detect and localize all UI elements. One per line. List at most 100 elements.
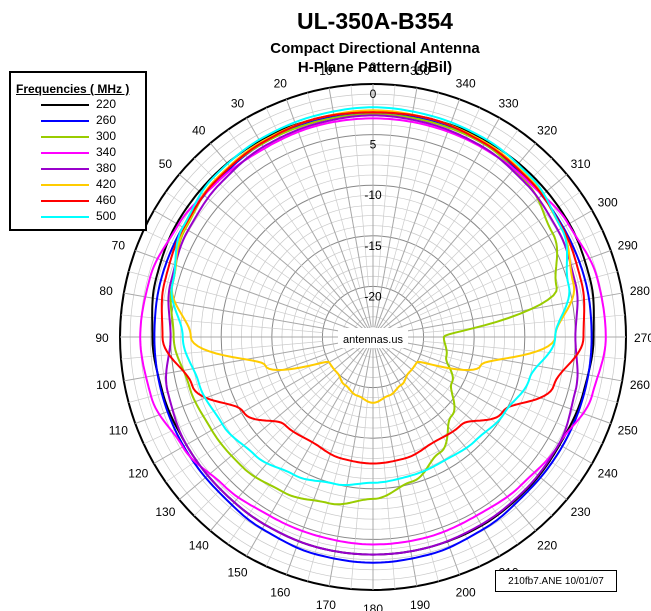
center-label-bg [338,328,408,348]
radial-tick-label: -20 [364,289,382,303]
angle-tick-label: 310 [571,157,591,171]
series-line-340 [139,117,607,546]
angle-tick-label: 10 [319,64,333,78]
angle-tick-label: 40 [192,123,206,137]
legend-label: 460 [96,193,117,207]
grid-spoke [377,117,500,329]
legend-label: 300 [96,129,117,143]
grid-spoke [285,346,371,575]
radial-tick-label: 0 [370,87,377,101]
angle-tick-labels: 0102030405060708090100110120130140150160… [95,60,651,611]
angle-tick-label: 270 [634,331,651,345]
angle-tick-label: 250 [618,424,638,438]
series-line-460 [160,111,586,465]
grid-spoke [153,210,365,333]
grid-spoke [379,344,537,532]
legend-swatch [41,200,89,202]
radial-tick-labels: 0 5 -10 -15 -20 [364,87,382,303]
grid-spoke [381,210,593,333]
grid-spoke [178,173,366,331]
angle-tick-label: 0 [370,60,377,74]
grid-spoke [375,346,461,575]
legend-swatch [41,136,89,138]
grid-spoke [328,87,372,328]
grid-spoke [374,346,418,587]
angle-tick-label: 200 [456,586,476,600]
angle-tick-label: 240 [598,467,618,481]
grid-spoke [265,382,352,567]
angle-tick-label: 20 [274,76,288,90]
angle-tick-label: 340 [456,76,476,90]
legend-item-300: 300 [41,129,141,145]
angle-tick-label: 180 [363,602,383,611]
legend-label: 420 [96,177,117,191]
angle-tick-label: 120 [128,467,148,481]
legend-label: 340 [96,145,117,159]
angle-tick-label: 80 [99,284,113,298]
grid-spoke [375,99,461,328]
series-line-500 [170,106,571,486]
angle-tick-label: 350 [410,64,430,78]
legend-item-340: 340 [41,145,141,161]
grid-spoke [374,87,418,328]
chart-subtitle: Compact Directional Antenna [270,40,480,57]
grid-spoke [382,339,611,425]
center-label-group: antennas.us [338,328,408,348]
angle-tick-label: 320 [537,123,557,137]
grid-spoke [401,378,519,545]
grid-spoke [246,117,369,329]
grid-spoke [380,173,568,331]
grid-spoke [382,249,611,335]
grid-spoke [377,345,500,557]
angle-tick-label: 290 [618,238,638,252]
legend-swatch [41,104,89,106]
angle-tick-label: 260 [630,378,650,392]
angle-tick-label: 280 [630,284,650,298]
angle-tick-label: 140 [189,539,209,553]
angle-tick-label: 190 [410,598,430,611]
chart-subtitle-pattern: H-Plane Pattern (dBil) [297,59,453,76]
legend-swatch [41,184,89,186]
grid-spoke [385,385,439,582]
angle-tick-label: 220 [537,539,557,553]
legend: Frequencies ( MHz ) 220 260 300 340 380 420 46… [9,71,147,231]
grid-spoke [394,382,481,567]
grid-spoke [350,387,369,590]
legend-swatch [41,152,89,154]
angle-tick-label: 130 [155,505,175,519]
radial-tick-label: -10 [364,188,382,202]
grid-spoke [123,292,364,336]
legend-item-220: 220 [41,97,141,113]
legend-swatch [41,120,89,122]
radial-tick-label: -15 [364,239,382,253]
legend-label: 380 [96,161,117,175]
grid-spoke [135,249,364,335]
grid-spoke [285,99,371,328]
legend-item-380: 380 [41,161,141,177]
angle-tick-label: 160 [270,586,290,600]
angle-tick-label: 110 [109,424,128,438]
grid-spoke [377,387,396,590]
legend-label: 220 [96,97,117,111]
angle-tick-label: 330 [498,96,518,110]
angle-tick-label: 30 [231,96,245,110]
grid-spoke [246,345,369,557]
legend-item-260: 260 [41,113,141,129]
grid-spoke [227,378,345,545]
angle-tick-label: 300 [598,196,618,210]
series-layer [139,106,607,564]
angle-tick-label: 90 [95,331,109,345]
grid-spoke [379,142,537,330]
legend-item-460: 460 [41,193,141,209]
legend-swatch [41,216,89,218]
legend-item-420: 420 [41,177,141,193]
radial-tick-label: 5 [370,138,377,152]
angle-tick-label: 100 [96,378,116,392]
legend-label: 260 [96,113,117,127]
series-line-380 [164,114,579,556]
angle-tick-label: 70 [112,238,126,252]
legend-label: 500 [96,209,117,223]
angle-tick-label: 50 [159,157,173,171]
angle-tick-label: 170 [316,598,336,611]
